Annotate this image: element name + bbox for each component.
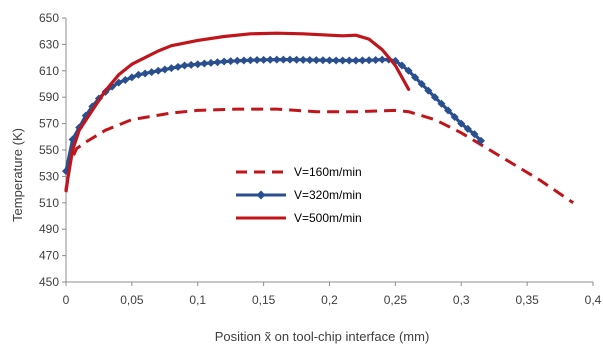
- data-point-marker: [444, 106, 453, 115]
- data-point-marker: [411, 73, 420, 82]
- x-tick-label: 0: [63, 293, 70, 307]
- data-point-marker: [437, 99, 446, 108]
- y-tick-label: 530: [39, 169, 59, 183]
- x-tick-label: 0,4: [585, 293, 602, 307]
- data-point-marker: [206, 58, 215, 67]
- data-point-marker: [417, 80, 426, 88]
- data-point-marker: [457, 119, 466, 128]
- data-point-marker: [147, 68, 156, 77]
- data-point-marker: [272, 55, 281, 64]
- data-point-marker: [345, 56, 354, 65]
- data-point-marker: [246, 56, 255, 65]
- data-point-marker: [213, 58, 222, 67]
- data-point-marker: [430, 93, 439, 102]
- x-tick-label: 0,05: [120, 293, 144, 307]
- data-point-marker: [338, 56, 347, 65]
- data-point-marker: [397, 61, 406, 70]
- data-point-marker: [173, 62, 182, 71]
- data-point-marker: [141, 69, 150, 78]
- data-point-marker: [121, 76, 130, 85]
- legend-label-3: V=500m/min: [294, 211, 362, 225]
- data-point-marker: [358, 56, 367, 65]
- series-line-1: [64, 107, 575, 205]
- data-point-marker: [253, 55, 262, 64]
- data-point-marker: [378, 55, 387, 64]
- data-point-marker: [285, 55, 294, 64]
- axes: 450 470 490 510 530 550 570 590 610 630 650 0 0,05 0,…: [39, 11, 602, 307]
- data-point-marker: [114, 78, 123, 87]
- x-tick-label: 0,3: [453, 293, 470, 307]
- y-tick-label: 570: [39, 117, 59, 131]
- data-point-marker: [325, 56, 334, 65]
- data-point-marker: [450, 113, 459, 121]
- data-point-marker: [292, 55, 301, 64]
- x-tick-label: 0,15: [252, 293, 276, 307]
- data-point-marker: [200, 59, 209, 68]
- series-line-3: [64, 31, 411, 192]
- legend-marker: [256, 190, 266, 200]
- data-point-marker: [154, 66, 163, 75]
- y-tick-label: 630: [39, 37, 59, 51]
- series-line-2: [64, 58, 483, 173]
- data-point-marker: [371, 55, 380, 64]
- y-axis-title: Temperature (K): [10, 128, 25, 222]
- data-point-marker: [226, 57, 235, 66]
- data-point-marker: [134, 70, 143, 79]
- data-point-marker: [305, 55, 314, 64]
- y-tick-label: 490: [39, 222, 59, 236]
- legend: V=160m/min V=320m/min V=500m/min: [236, 165, 362, 225]
- data-point-marker: [239, 56, 248, 65]
- data-point-marker: [127, 73, 136, 82]
- legend-label-2: V=320m/min: [294, 188, 362, 202]
- data-point-marker: [167, 64, 176, 73]
- x-tick-label: 0,2: [321, 293, 338, 307]
- y-tick-label: 470: [39, 249, 59, 263]
- y-tick-label: 590: [39, 90, 59, 104]
- data-point-marker: [318, 56, 327, 65]
- data-point-marker: [193, 60, 202, 69]
- data-point-marker: [463, 124, 472, 133]
- x-tick-label: 0,1: [189, 293, 206, 307]
- data-point-marker: [233, 56, 242, 65]
- data-point-marker: [220, 57, 229, 66]
- data-point-marker: [477, 136, 486, 145]
- data-point-marker: [266, 55, 275, 64]
- data-point-marker: [299, 55, 308, 64]
- data-point-marker: [424, 86, 433, 95]
- data-point-marker: [160, 65, 169, 74]
- x-axis-title: Position x̃ on tool-chip interface (mm): [215, 329, 430, 344]
- x-tick-label: 0,25: [384, 293, 408, 307]
- data-point-marker: [187, 60, 196, 69]
- y-tick-label: 450: [39, 275, 59, 289]
- data-point-marker: [332, 56, 341, 65]
- data-point-marker: [351, 56, 360, 65]
- data-point-marker: [259, 55, 268, 64]
- legend-label-1: V=160m/min: [294, 165, 362, 179]
- series-layer: [62, 31, 575, 205]
- data-point-marker: [312, 56, 321, 65]
- y-tick-label: 550: [39, 143, 59, 157]
- data-point-marker: [279, 55, 288, 64]
- x-tick-label: 0,35: [515, 293, 539, 307]
- data-point-marker: [365, 56, 374, 65]
- y-tick-label: 650: [39, 11, 59, 25]
- data-point-marker: [470, 130, 479, 139]
- y-tick-label: 510: [39, 196, 59, 210]
- data-point-marker: [404, 66, 413, 75]
- data-point-marker: [180, 61, 189, 70]
- y-tick-label: 610: [39, 64, 59, 78]
